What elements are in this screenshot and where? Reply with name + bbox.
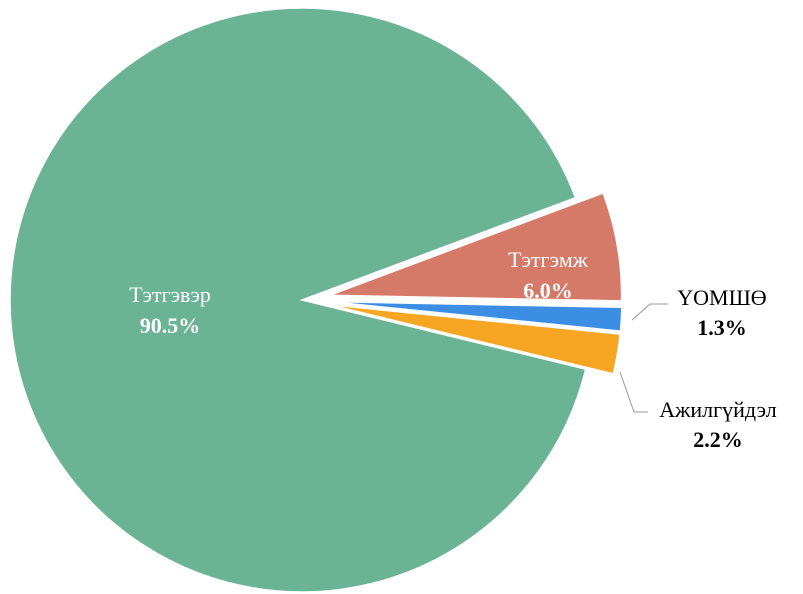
pie-slice <box>329 192 623 302</box>
leader-line <box>631 303 668 321</box>
slice-value: 90.5% <box>140 313 201 338</box>
pie-slice <box>329 300 623 332</box>
slice-value: 6.0% <box>523 278 573 303</box>
leader-line <box>619 371 648 413</box>
slice-label: Тэтгэмж <box>508 247 589 272</box>
pie-slice <box>9 7 587 593</box>
slice-label: ҮОМШӨ <box>677 285 766 310</box>
pie-slice <box>329 303 621 375</box>
slice-value: 2.2% <box>693 427 743 452</box>
slice-value: 1.3% <box>697 315 747 340</box>
slice-label: Тэтгэвэр <box>129 282 211 307</box>
slice-label: Ажилгүйдэл <box>659 397 776 422</box>
